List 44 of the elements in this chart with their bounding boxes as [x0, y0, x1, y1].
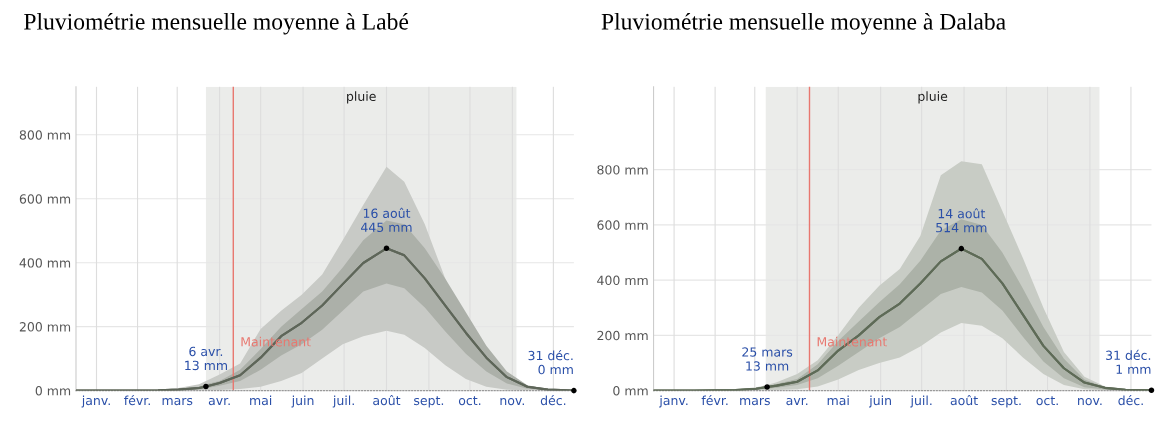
y-tick-label: 800 mm — [597, 165, 648, 175]
x-tick-label: juil. — [910, 395, 932, 408]
y-tick-label: 400 mm — [597, 275, 648, 286]
x-tick-label: juin — [291, 395, 314, 408]
x-tick-label: juin — [869, 395, 891, 408]
x-tick-label: sept. — [991, 396, 1021, 408]
x-tick-label: sept. — [414, 396, 444, 408]
x-tick-label: août — [373, 394, 401, 406]
band-label: pluie — [347, 91, 376, 104]
band-label: pluie — [918, 91, 948, 104]
annotation: 16 août 445 mm — [361, 207, 412, 232]
annotation: 6 avr. 13 mm — [185, 346, 227, 371]
x-tick-label: janv. — [659, 395, 688, 408]
x-tick-label: nov. — [500, 397, 524, 406]
x-tick-label: févr. — [124, 394, 150, 406]
chart-title: Pluviométrie mensuelle moyenne à Labé — [24, 13, 409, 35]
x-tick-label: févr. — [701, 394, 728, 406]
x-tick-label: avr. — [786, 397, 808, 406]
y-tick-label: 600 mm — [19, 194, 71, 204]
x-tick-label: mars — [740, 397, 770, 406]
x-tick-label: juil. — [332, 395, 354, 408]
x-tick-label: mai — [827, 395, 849, 406]
annotation: 31 déc. 1 mm — [1106, 349, 1151, 374]
x-tick-label: oct. — [458, 396, 481, 406]
x-tick-label: août — [950, 394, 978, 406]
x-tick-label: déc. — [1118, 394, 1143, 406]
x-tick-label: avr. — [208, 397, 230, 406]
x-tick-label: déc. — [540, 394, 566, 406]
annotation: 31 déc. 0 mm — [528, 350, 573, 375]
x-tick-label: nov. — [1078, 397, 1102, 406]
chart-title: Pluviométrie mensuelle moyenne à Dalaba — [601, 13, 1006, 35]
x-tick-label: oct. — [1036, 396, 1058, 406]
annotation: 14 août 514 mm — [936, 208, 987, 233]
x-tick-label: mars — [162, 397, 193, 406]
y-tick-label: 200 mm — [19, 322, 71, 332]
annotation: 25 mars 13 mm — [742, 347, 793, 371]
y-tick-label: 600 mm — [597, 220, 648, 230]
y-tick-label: 400 mm — [19, 258, 71, 268]
y-tick-label: 800 mm — [19, 130, 71, 140]
y-tick-label: 0 mm — [613, 386, 648, 396]
x-tick-label: janv. — [81, 395, 110, 408]
x-tick-label: mai — [250, 395, 272, 406]
y-tick-label: 0 mm — [35, 386, 71, 396]
y-tick-label: 200 mm — [597, 330, 648, 341]
